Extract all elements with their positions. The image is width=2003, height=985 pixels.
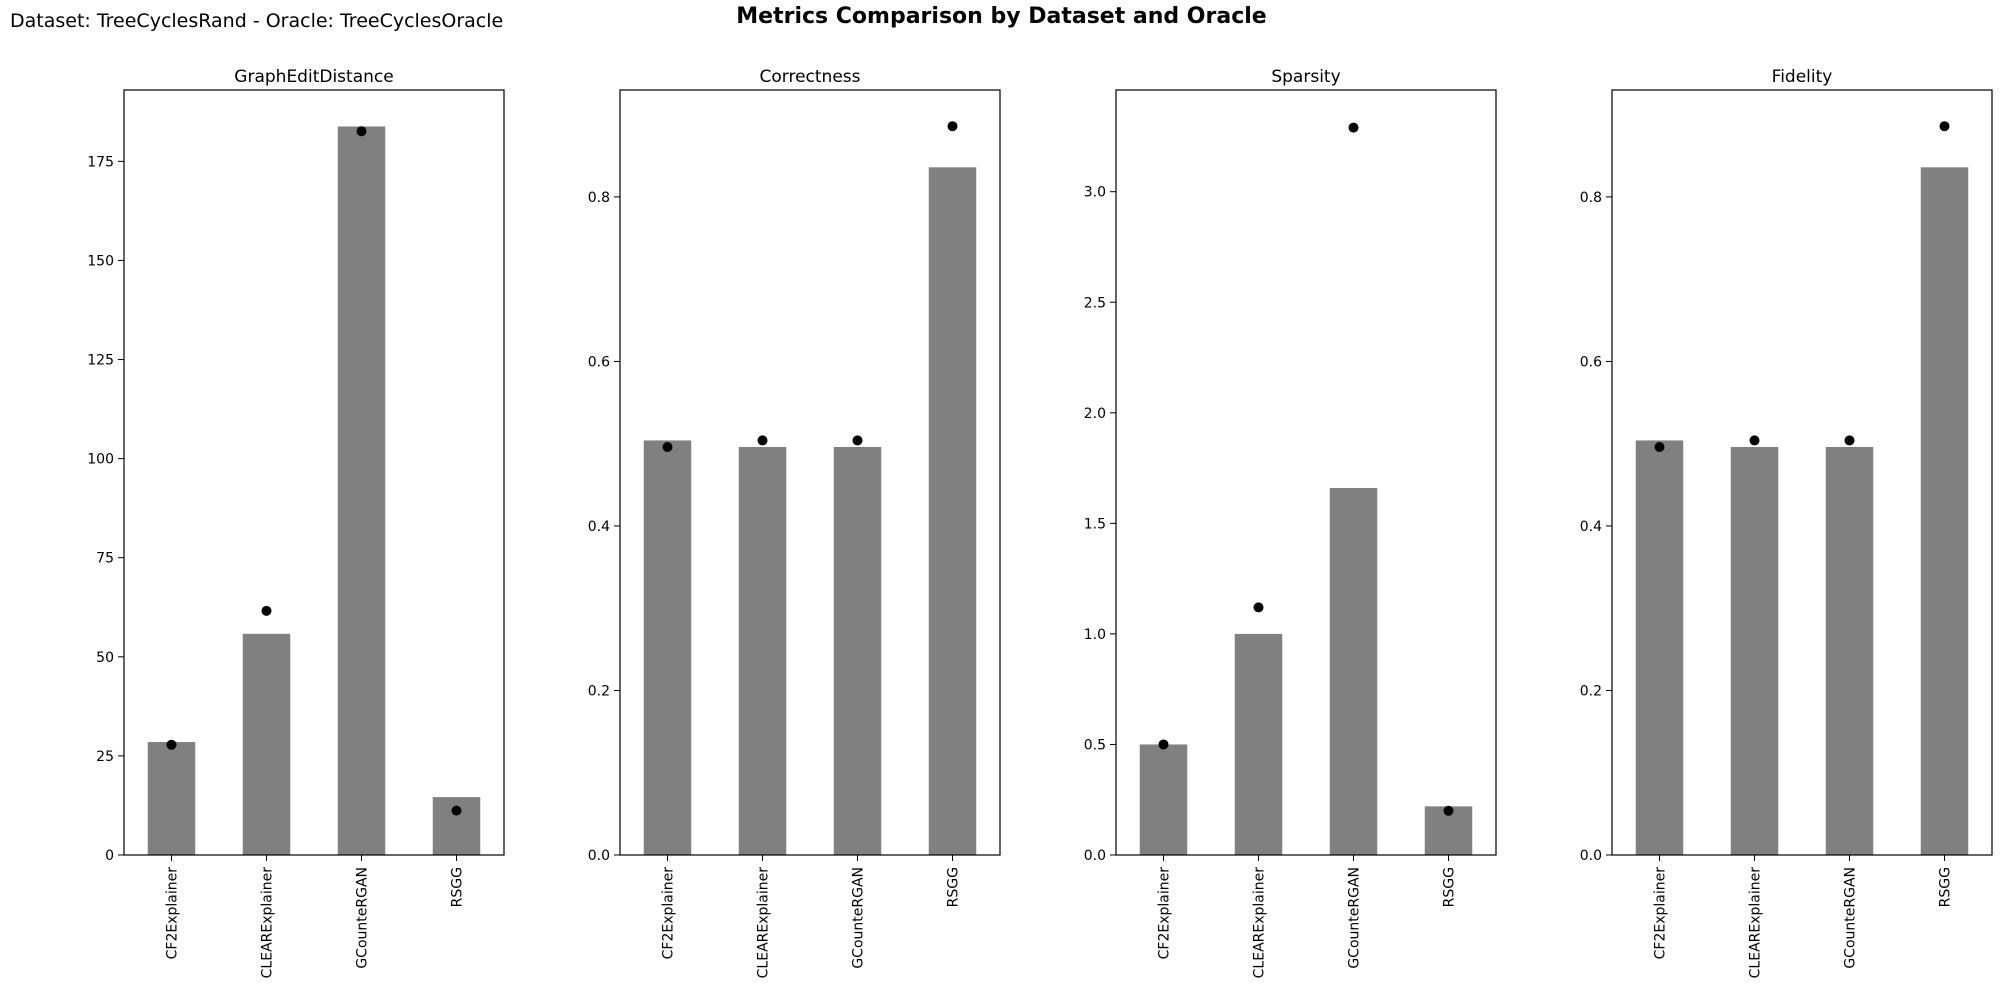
bar-1-2 [833,447,882,855]
ytick-label-0-4: 100 [87,452,114,468]
ytick-label-1-3: 0.6 [588,354,610,370]
bar-1-3 [928,167,977,856]
bar-0-0 [147,742,196,855]
xtick-label-3-3: RSGG [1938,867,1954,907]
ytick-label-1-2: 0.4 [588,519,610,535]
marker-0-1 [261,605,272,616]
ytick-label-0-1: 25 [96,749,114,765]
ytick-label-2-0: 0.0 [1084,848,1106,864]
marker-3-3 [1939,121,1950,132]
ytick-label-2-1: 0.5 [1084,737,1106,753]
marker-3-0 [1654,442,1665,452]
bar-2-0 [1139,744,1188,855]
ytick-label-1-4: 0.8 [588,190,610,206]
ytick-label-1-0: 0.0 [588,848,610,864]
ytick-label-2-4: 2.0 [1084,406,1106,422]
xtick-label-2-1: CLEARExplainer [1252,867,1268,979]
marker-0-3 [451,805,462,816]
xtick-label-0-2: GCounteRGAN [355,867,371,969]
figure-title: Metrics Comparison by Dataset and Oracle [736,4,1267,29]
marker-3-2 [1844,435,1855,446]
bar-2-2 [1329,487,1378,855]
ytick-label-0-0: 0 [105,848,114,864]
ytick-label-0-7: 175 [87,154,114,170]
ytick-label-2-3: 1.5 [1084,516,1106,532]
axes-frame-3 [1611,89,1993,856]
xtick-label-0-1: CLEARExplainer [260,867,276,979]
xtick-label-2-0: CF2Explainer [1157,867,1173,960]
bar-3-2 [1825,447,1874,855]
bar-3-1 [1730,447,1779,855]
xtick-label-1-2: GCounteRGAN [851,867,867,969]
panel-title-0: GraphEditDistance [234,67,393,87]
xtick-label-0-3: RSGG [450,867,466,907]
ytick-label-3-0: 0.0 [1580,848,1602,864]
xtick-label-3-2: GCounteRGAN [1843,867,1859,969]
marker-2-3 [1443,805,1454,816]
bar-3-0 [1635,440,1684,855]
xtick-label-1-1: CLEARExplainer [756,867,772,979]
bar-0-1 [242,633,291,855]
ytick-label-0-2: 50 [96,650,114,666]
ytick-label-2-5: 2.5 [1084,295,1106,311]
marker-0-2 [356,126,367,137]
dataset-oracle-label: Dataset: TreeCyclesRand - Oracle: TreeCy… [10,10,504,32]
ytick-label-3-1: 0.2 [1580,683,1602,699]
xtick-label-1-0: CF2Explainer [661,867,677,960]
xtick-label-0-0: CF2Explainer [165,867,181,960]
axes-frame-0 [123,89,505,856]
ytick-label-2-6: 3.0 [1084,185,1106,201]
panel-title-1: Correctness [760,67,861,87]
ytick-label-0-6: 150 [87,253,114,269]
marker-2-2 [1348,122,1359,133]
marker-3-1 [1749,435,1760,446]
axes-frame-1 [619,89,1001,856]
ytick-label-1-1: 0.2 [588,683,610,699]
marker-2-0 [1158,739,1169,750]
bar-1-0 [643,440,692,855]
panel-title-3: Fidelity [1772,67,1833,87]
xtick-label-2-2: GCounteRGAN [1347,867,1363,969]
marker-1-3 [947,121,958,132]
ytick-label-2-2: 1.0 [1084,627,1106,643]
marker-1-2 [852,435,863,446]
xtick-label-2-3: RSGG [1442,867,1458,907]
ytick-label-3-3: 0.6 [1580,354,1602,370]
xtick-label-1-3: RSGG [946,867,962,907]
marker-1-1 [757,435,768,446]
marker-2-1 [1253,602,1264,613]
ytick-label-0-3: 75 [96,551,114,567]
bar-0-2 [337,126,386,856]
ytick-label-3-2: 0.4 [1580,519,1602,535]
bar-3-3 [1920,167,1969,856]
panel-title-2: Sparsity [1271,67,1340,87]
marker-1-0 [662,442,673,452]
ytick-label-3-4: 0.8 [1580,190,1602,206]
axes-frame-2 [1115,89,1497,856]
xtick-label-3-0: CF2Explainer [1653,867,1669,960]
marker-0-0 [166,739,177,750]
ytick-label-0-5: 125 [87,353,114,369]
bar-1-1 [738,447,787,855]
bar-2-1 [1234,633,1283,855]
xtick-label-3-1: CLEARExplainer [1748,867,1764,979]
